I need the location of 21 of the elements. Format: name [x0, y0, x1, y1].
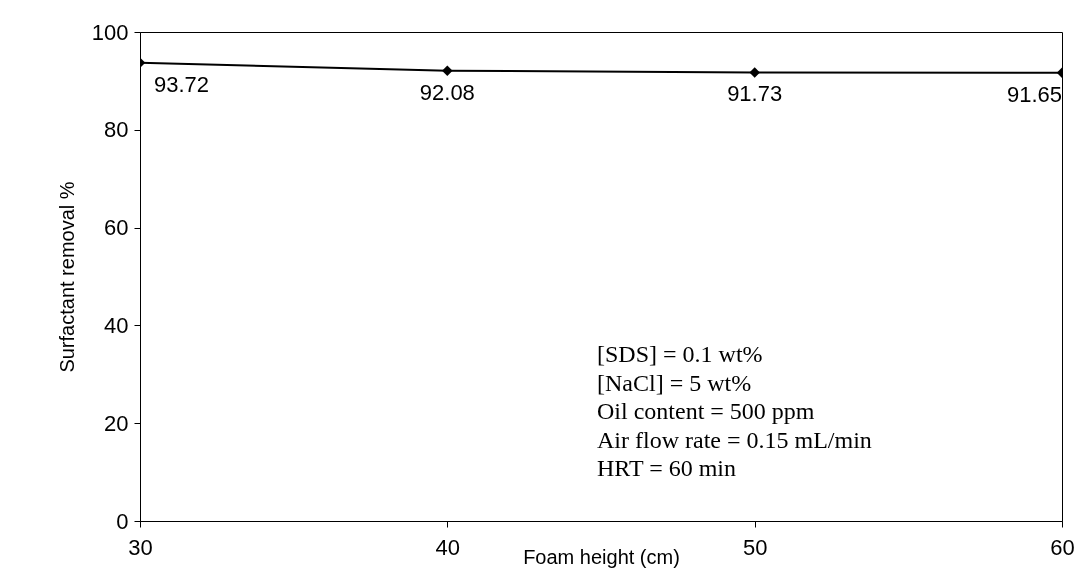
- x-tick-label: 50: [742, 534, 768, 560]
- data-label: 91.73: [727, 81, 783, 107]
- annotation: [SDS] = 0.1 wt%: [597, 341, 763, 367]
- x-tick-label: 60: [1050, 534, 1075, 560]
- x-tick-label: 30: [128, 534, 153, 560]
- data-label: 93.72: [154, 71, 210, 97]
- annotation: [NaCl] = 5 wt%: [597, 369, 752, 396]
- annotation: Oil content = 500 ppm: [597, 398, 815, 424]
- y-tick-label: 80: [104, 117, 129, 143]
- y-tick-label: 40: [104, 312, 129, 338]
- x-tick-label: 40: [435, 534, 461, 560]
- data-label: 91.65: [1006, 81, 1062, 107]
- y-tick-label: 20: [104, 410, 129, 436]
- x-axis-title: Foam height (cm): [523, 545, 680, 568]
- y-tick-label: 0: [116, 508, 129, 534]
- annotation: HRT = 60 min: [597, 455, 736, 481]
- y-tick-label: 100: [91, 19, 129, 45]
- annotation: Air flow rate = 0.15 mL/min: [597, 426, 872, 453]
- data-label: 92.08: [419, 79, 475, 105]
- y-axis-title: Surfactant removal %: [55, 181, 78, 373]
- y-tick-label: 60: [104, 215, 129, 241]
